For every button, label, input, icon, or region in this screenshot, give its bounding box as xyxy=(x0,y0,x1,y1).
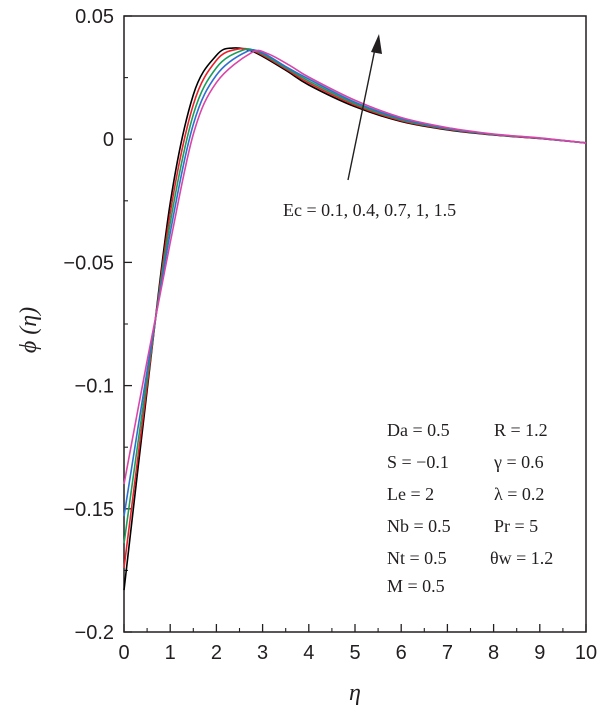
plot-frame xyxy=(123,15,587,633)
y-tick-label: −0.05 xyxy=(63,252,114,274)
x-tick-label: 4 xyxy=(303,642,314,664)
y-tick-label: −0.2 xyxy=(75,622,114,644)
x-tick-label: 8 xyxy=(488,642,499,664)
ec-arrow-head xyxy=(371,34,382,54)
ec-label: Ec = 0.1, 0.4, 0.7, 1, 1.5 xyxy=(283,200,456,220)
x-tick-label: 1 xyxy=(165,642,176,664)
parameter-block: Da = 0.5 S = −0.1 Le = 2 Nb = 0.5 Nt = 0… xyxy=(387,420,553,596)
series-layer xyxy=(123,47,587,591)
x-tick-label: 6 xyxy=(396,642,407,664)
x-tick-label: 0 xyxy=(118,642,129,664)
x-tick-label: 5 xyxy=(349,642,360,664)
param-right: θw = 1.2 xyxy=(490,548,553,568)
x-tick-label: 7 xyxy=(442,642,453,664)
series-line-4 xyxy=(123,49,587,517)
param-left: S = −0.1 xyxy=(387,452,449,472)
param-left: Nb = 0.5 xyxy=(387,516,451,536)
x-tick-label: 9 xyxy=(534,642,545,664)
y-tick-label: −0.1 xyxy=(75,376,114,398)
param-right: R = 1.2 xyxy=(494,420,548,440)
param-left: Le = 2 xyxy=(387,484,434,504)
series-line-1 xyxy=(123,47,587,591)
param-right: λ = 0.2 xyxy=(494,484,544,504)
x-tick-label: 3 xyxy=(257,642,268,664)
param-left: Da = 0.5 xyxy=(387,420,450,440)
param-left: Nt = 0.5 xyxy=(387,548,447,568)
series-line-5 xyxy=(123,49,587,485)
y-axis-label: ϕ (η) xyxy=(16,307,42,353)
param-right: γ = 0.6 xyxy=(493,452,544,472)
param-left: M = 0.5 xyxy=(387,576,445,596)
y-tick-label: −0.15 xyxy=(63,499,114,521)
x-tick-label: 2 xyxy=(211,642,222,664)
param-right: Pr = 5 xyxy=(494,516,538,536)
x-axis-label: η xyxy=(349,680,361,706)
ec-arrow-shaft xyxy=(347,43,377,181)
axis-ticks: 0 1 2 3 4 5 6 7 8 9 10 0.05 0 −0.05 −0.1 −0.15 −0.2 xyxy=(63,6,597,664)
y-tick-label: 0 xyxy=(103,129,114,151)
y-tick-label: 0.05 xyxy=(75,6,114,28)
x-tick-label: 10 xyxy=(575,642,597,664)
